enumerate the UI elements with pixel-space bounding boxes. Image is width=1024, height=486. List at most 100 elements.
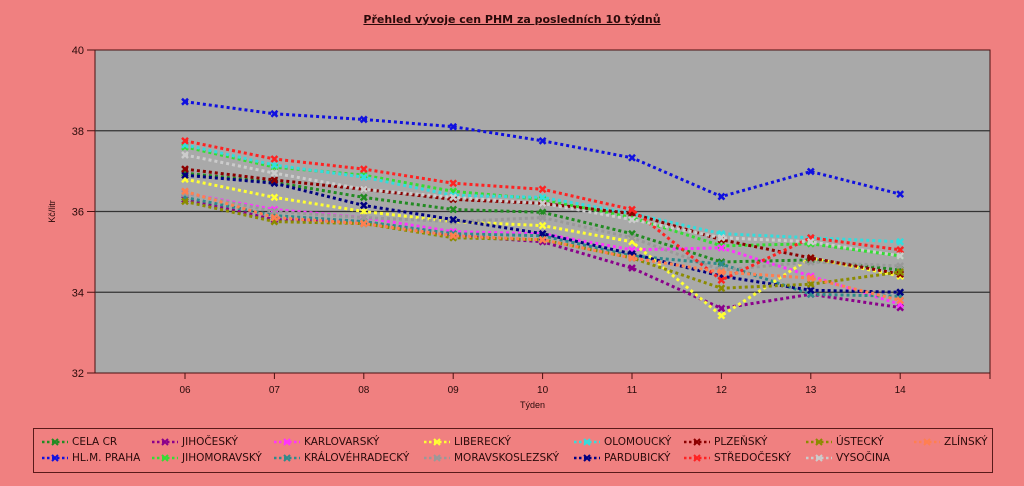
data-point bbox=[359, 207, 368, 216]
legend-marker-icon bbox=[806, 454, 832, 462]
legend-label: VYSOČINA bbox=[836, 452, 890, 464]
legend-marker-icon bbox=[424, 438, 450, 446]
data-point bbox=[270, 207, 279, 216]
data-point bbox=[359, 165, 368, 173]
legend-label: HL.M. PRAHA bbox=[72, 452, 141, 464]
data-point bbox=[717, 260, 726, 268]
x-tick-label: 10 bbox=[537, 385, 549, 396]
legend-label: STŘEDOČESKÝ bbox=[714, 452, 791, 464]
x-tick-label: 09 bbox=[448, 385, 460, 396]
legend-marker-icon bbox=[424, 454, 450, 462]
series-moravskoslezsk- bbox=[181, 189, 905, 274]
data-point bbox=[538, 136, 547, 145]
data-point bbox=[270, 155, 279, 163]
legend-label: LIBERECKÝ bbox=[454, 436, 511, 448]
data-point bbox=[181, 187, 189, 196]
legend-item: ÚSTECKÝ bbox=[806, 436, 884, 448]
data-point bbox=[806, 254, 815, 262]
data-point bbox=[181, 171, 189, 180]
data-point bbox=[806, 274, 815, 283]
data-point bbox=[717, 311, 726, 320]
legend-marker-icon bbox=[274, 438, 300, 446]
legend-marker-icon bbox=[684, 454, 710, 462]
data-point bbox=[628, 233, 636, 242]
data-point bbox=[359, 115, 368, 124]
legend-label: CELA CR bbox=[72, 436, 118, 448]
data-point bbox=[717, 243, 726, 252]
x-tick-label: 07 bbox=[269, 385, 281, 396]
legend-marker-icon bbox=[684, 438, 710, 446]
data-point bbox=[896, 245, 905, 254]
legend-marker-icon bbox=[152, 438, 178, 446]
data-point bbox=[896, 270, 905, 278]
data-point bbox=[270, 205, 279, 214]
y-tick-label: 40 bbox=[72, 45, 84, 57]
legend-label: MORAVSKOSLEZSKÝ bbox=[454, 452, 560, 464]
legend-marker-icon bbox=[274, 454, 300, 462]
legend-marker-icon bbox=[42, 454, 68, 462]
data-point bbox=[449, 122, 458, 131]
data-point bbox=[359, 193, 368, 202]
data-point bbox=[359, 171, 368, 180]
data-point bbox=[181, 165, 189, 173]
data-point bbox=[717, 276, 726, 285]
data-point bbox=[449, 205, 458, 214]
data-point bbox=[896, 262, 905, 270]
data-point bbox=[181, 151, 189, 159]
legend-item: STŘEDOČESKÝ bbox=[684, 452, 791, 464]
y-tick-label: 32 bbox=[72, 368, 84, 380]
x-tick-label: 14 bbox=[895, 385, 907, 396]
x-tick-label: 12 bbox=[716, 385, 728, 396]
data-point bbox=[717, 233, 726, 242]
data-point bbox=[717, 304, 726, 313]
axes: 32 34 36 38 40 06 07 08 09 10 11 12 13 14 bbox=[72, 45, 991, 396]
data-point bbox=[359, 185, 368, 194]
data-point bbox=[717, 284, 726, 293]
data-point bbox=[449, 193, 458, 202]
series-group bbox=[181, 97, 905, 320]
x-axis-label: Týden bbox=[520, 400, 545, 410]
legend-marker-icon bbox=[152, 454, 178, 462]
legend-marker-icon bbox=[574, 438, 600, 446]
legend-item: CELA CR bbox=[42, 436, 117, 448]
data-point bbox=[806, 167, 815, 176]
legend-label: ZLÍNSKÝ bbox=[944, 436, 988, 448]
legend-item: JIHOMORAVSKÝ bbox=[152, 452, 262, 464]
series-zl-nsk- bbox=[181, 187, 905, 305]
legend-item: VYSOČINA bbox=[806, 452, 890, 464]
data-point bbox=[538, 213, 547, 222]
legend-item: LIBERECKÝ bbox=[424, 436, 511, 448]
series-st-edo-esk- bbox=[181, 136, 905, 285]
data-point bbox=[270, 176, 279, 184]
legend-item: HL.M. PRAHA bbox=[42, 452, 140, 464]
x-tick-label: 08 bbox=[358, 385, 370, 396]
series-hl-m-praha bbox=[181, 97, 905, 201]
legend-item: JIHOČESKÝ bbox=[152, 436, 238, 448]
legend-item: PLZEŇSKÝ bbox=[684, 436, 767, 448]
data-point bbox=[270, 163, 279, 171]
data-point bbox=[538, 185, 547, 194]
data-point bbox=[896, 296, 905, 305]
legend-label: KARLOVARSKÝ bbox=[304, 436, 380, 448]
data-point bbox=[538, 193, 547, 202]
data-point bbox=[717, 258, 726, 266]
legend-item: OLOMOUCKÝ bbox=[574, 436, 671, 448]
legend-label: PLZEŇSKÝ bbox=[714, 436, 768, 448]
data-point bbox=[628, 205, 636, 214]
legend-label: KRÁLOVÉHRADECKÝ bbox=[304, 452, 410, 464]
legend-item: PARDUBICKÝ bbox=[574, 452, 670, 464]
x-tick-label: 13 bbox=[805, 385, 817, 396]
chart-title: Přehled vývoje cen PHM za posledních 10 … bbox=[363, 13, 661, 26]
data-point bbox=[270, 193, 279, 202]
legend-item: ZLÍNSKÝ bbox=[914, 436, 988, 448]
legend-marker-icon bbox=[914, 438, 940, 446]
data-point bbox=[628, 215, 636, 224]
legend-label: ÚSTECKÝ bbox=[836, 436, 884, 448]
data-point bbox=[449, 215, 458, 224]
data-point bbox=[270, 169, 279, 178]
data-point bbox=[359, 219, 368, 228]
data-point bbox=[896, 190, 905, 199]
data-point bbox=[717, 192, 726, 201]
data-point bbox=[359, 201, 368, 210]
legend-label: JIHOMORAVSKÝ bbox=[182, 452, 262, 464]
